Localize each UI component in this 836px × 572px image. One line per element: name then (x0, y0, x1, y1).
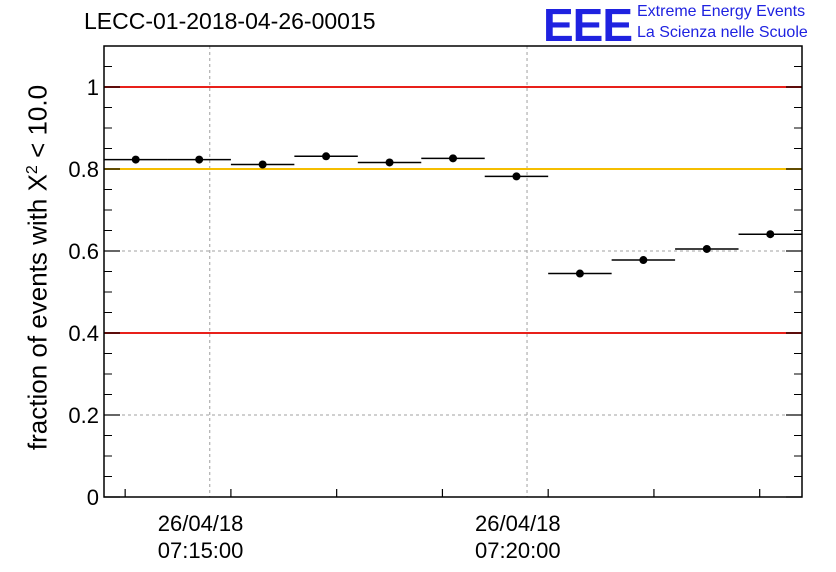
data-point (385, 158, 394, 167)
y-axis-label: fraction of events with X2 < 10.0 (23, 38, 54, 498)
plot-frame (103, 45, 803, 498)
data-point (258, 160, 267, 169)
x-tick-time-label: 07:15:00 (158, 538, 244, 563)
y-axis-label-superscript: 2 (23, 165, 41, 175)
x-tick-date-label: 26/04/18 (158, 511, 244, 536)
x-tick-date-label: 26/04/18 (475, 511, 561, 536)
data-point (195, 155, 204, 164)
y-tick-label: 0.2 (68, 403, 99, 428)
data-point (766, 230, 775, 239)
data-point (639, 256, 648, 265)
y-tick-label: 0 (87, 485, 99, 510)
data-point (702, 244, 711, 253)
logo-text-line1: Extreme Energy Events (637, 3, 806, 20)
x-tick-time-label: 07:20:00 (475, 538, 561, 563)
data-point (322, 152, 331, 161)
data-point (512, 172, 521, 181)
y-axis-label-suffix: < 10.0 (22, 84, 53, 166)
logo-text-line2: La Scienza nelle Scuole (637, 24, 808, 41)
data-point (131, 155, 140, 164)
y-tick-label: 0.8 (68, 157, 99, 182)
data-point (449, 154, 457, 163)
y-tick-label: 0.6 (68, 239, 99, 264)
y-axis-label-prefix: fraction of events with X (22, 174, 53, 451)
chart-title: LECC-01-2018-04-26-00015 (84, 8, 376, 34)
eee-logo: EEE (543, 0, 633, 51)
y-tick-label: 1 (87, 75, 99, 100)
y-tick-label: 0.4 (68, 321, 99, 346)
data-point (575, 269, 584, 278)
